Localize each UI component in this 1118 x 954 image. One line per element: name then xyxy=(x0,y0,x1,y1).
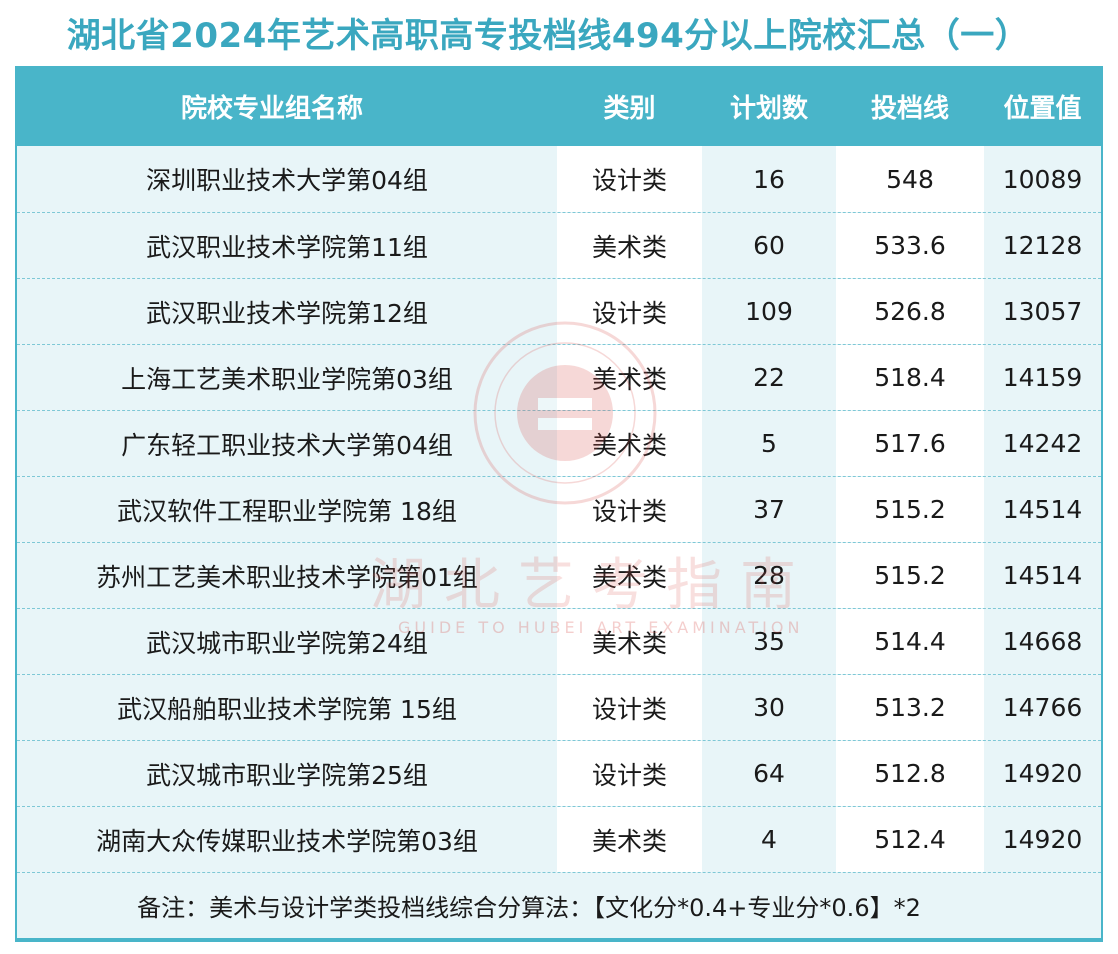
row-cutoff-score: 515.2 xyxy=(836,477,984,542)
admission-table: 院校专业组名称 类别 计划数 投档线 位置值 深圳职业技术大学第04组 设计类 16… xyxy=(15,66,1103,942)
row-category: 设计类 xyxy=(557,741,702,806)
header-plan-count: 计划数 xyxy=(729,93,808,124)
row-cutoff-score: 514.4 xyxy=(836,609,984,674)
table-row: 武汉城市职业学院第25组 设计类 64 512.8 14920 xyxy=(17,740,1101,806)
row-rank: 14514 xyxy=(984,477,1101,542)
row-plan-count: 28 xyxy=(702,543,836,608)
row-cutoff-score: 518.4 xyxy=(836,345,984,410)
header-rank: 位置值 xyxy=(1003,93,1082,124)
row-rank: 14920 xyxy=(984,741,1101,806)
header-category: 类别 xyxy=(603,93,656,124)
row-cutoff-score: 513.2 xyxy=(836,675,984,740)
row-category: 美术类 xyxy=(557,609,702,674)
row-category: 设计类 xyxy=(557,477,702,542)
row-plan-count: 22 xyxy=(702,345,836,410)
row-category: 设计类 xyxy=(557,146,702,212)
row-cutoff-score: 548 xyxy=(836,146,984,212)
table-note: 备注：美术与设计学类投档线综合分算法：【文化分*0.4+专业分*0.6】*2 xyxy=(17,872,1101,938)
row-school-group: 苏州工艺美术职业技术学院第01组 xyxy=(17,543,557,608)
row-rank: 12128 xyxy=(984,213,1101,278)
row-school-group: 武汉船舶职业技术学院第 15组 xyxy=(17,675,557,740)
row-rank: 14159 xyxy=(984,345,1101,410)
row-rank: 14920 xyxy=(984,807,1101,872)
row-plan-count: 109 xyxy=(702,279,836,344)
row-rank: 14766 xyxy=(984,675,1101,740)
row-category: 美术类 xyxy=(557,807,702,872)
row-category: 美术类 xyxy=(557,213,702,278)
table-row: 武汉船舶职业技术学院第 15组 设计类 30 513.2 14766 xyxy=(17,674,1101,740)
row-plan-count: 64 xyxy=(702,741,836,806)
table-row: 武汉城市职业学院第24组 美术类 35 514.4 14668 xyxy=(17,608,1101,674)
table-row: 深圳职业技术大学第04组 设计类 16 548 10089 xyxy=(17,146,1101,212)
table-row: 苏州工艺美术职业技术学院第01组 美术类 28 515.2 14514 xyxy=(17,542,1101,608)
row-school-group: 湖南大众传媒职业技术学院第03组 xyxy=(17,807,557,872)
row-category: 设计类 xyxy=(557,675,702,740)
row-school-group: 深圳职业技术大学第04组 xyxy=(17,146,557,212)
table-row: 湖南大众传媒职业技术学院第03组 美术类 4 512.4 14920 xyxy=(17,806,1101,872)
row-plan-count: 60 xyxy=(702,213,836,278)
table-row: 武汉软件工程职业学院第 18组 设计类 37 515.2 14514 xyxy=(17,476,1101,542)
row-rank: 14668 xyxy=(984,609,1101,674)
table-row: 广东轻工职业技术大学第04组 美术类 5 517.6 14242 xyxy=(17,410,1101,476)
row-cutoff-score: 526.8 xyxy=(836,279,984,344)
row-rank: 14514 xyxy=(984,543,1101,608)
row-cutoff-score: 517.6 xyxy=(836,411,984,476)
row-school-group: 上海工艺美术职业学院第03组 xyxy=(17,345,557,410)
row-category: 美术类 xyxy=(557,543,702,608)
header-cutoff-score: 投档线 xyxy=(870,93,949,124)
row-rank: 13057 xyxy=(984,279,1101,344)
page-title: 湖北省2024年艺术高职高专投档线494分以上院校汇总（一） xyxy=(66,16,1030,56)
row-plan-count: 35 xyxy=(702,609,836,674)
row-school-group: 武汉职业技术学院第11组 xyxy=(17,213,557,278)
row-rank: 14242 xyxy=(984,411,1101,476)
row-category: 美术类 xyxy=(557,345,702,410)
table-row: 武汉职业技术学院第12组 设计类 109 526.8 13057 xyxy=(17,278,1101,344)
table-row: 武汉职业技术学院第11组 美术类 60 533.6 12128 xyxy=(17,212,1101,278)
row-category: 设计类 xyxy=(557,279,702,344)
row-school-group: 武汉职业技术学院第12组 xyxy=(17,279,557,344)
table-body: 深圳职业技术大学第04组 设计类 16 548 10089 武汉职业技术学院第11组 美术类… xyxy=(17,146,1101,872)
row-cutoff-score: 533.6 xyxy=(836,213,984,278)
row-school-group: 广东轻工职业技术大学第04组 xyxy=(17,411,557,476)
table-header: 院校专业组名称 类别 计划数 投档线 位置值 xyxy=(17,66,1101,146)
row-plan-count: 4 xyxy=(702,807,836,872)
row-plan-count: 5 xyxy=(702,411,836,476)
row-school-group: 武汉软件工程职业学院第 18组 xyxy=(17,477,557,542)
row-cutoff-score: 512.8 xyxy=(836,741,984,806)
row-plan-count: 16 xyxy=(702,146,836,212)
row-plan-count: 30 xyxy=(702,675,836,740)
row-cutoff-score: 515.2 xyxy=(836,543,984,608)
row-school-group: 武汉城市职业学院第25组 xyxy=(17,741,557,806)
row-category: 美术类 xyxy=(557,411,702,476)
row-school-group: 武汉城市职业学院第24组 xyxy=(17,609,557,674)
row-plan-count: 37 xyxy=(702,477,836,542)
header-school-group: 院校专业组名称 xyxy=(180,93,363,124)
row-rank: 10089 xyxy=(984,146,1101,212)
table-row: 上海工艺美术职业学院第03组 美术类 22 518.4 14159 xyxy=(17,344,1101,410)
row-cutoff-score: 512.4 xyxy=(836,807,984,872)
